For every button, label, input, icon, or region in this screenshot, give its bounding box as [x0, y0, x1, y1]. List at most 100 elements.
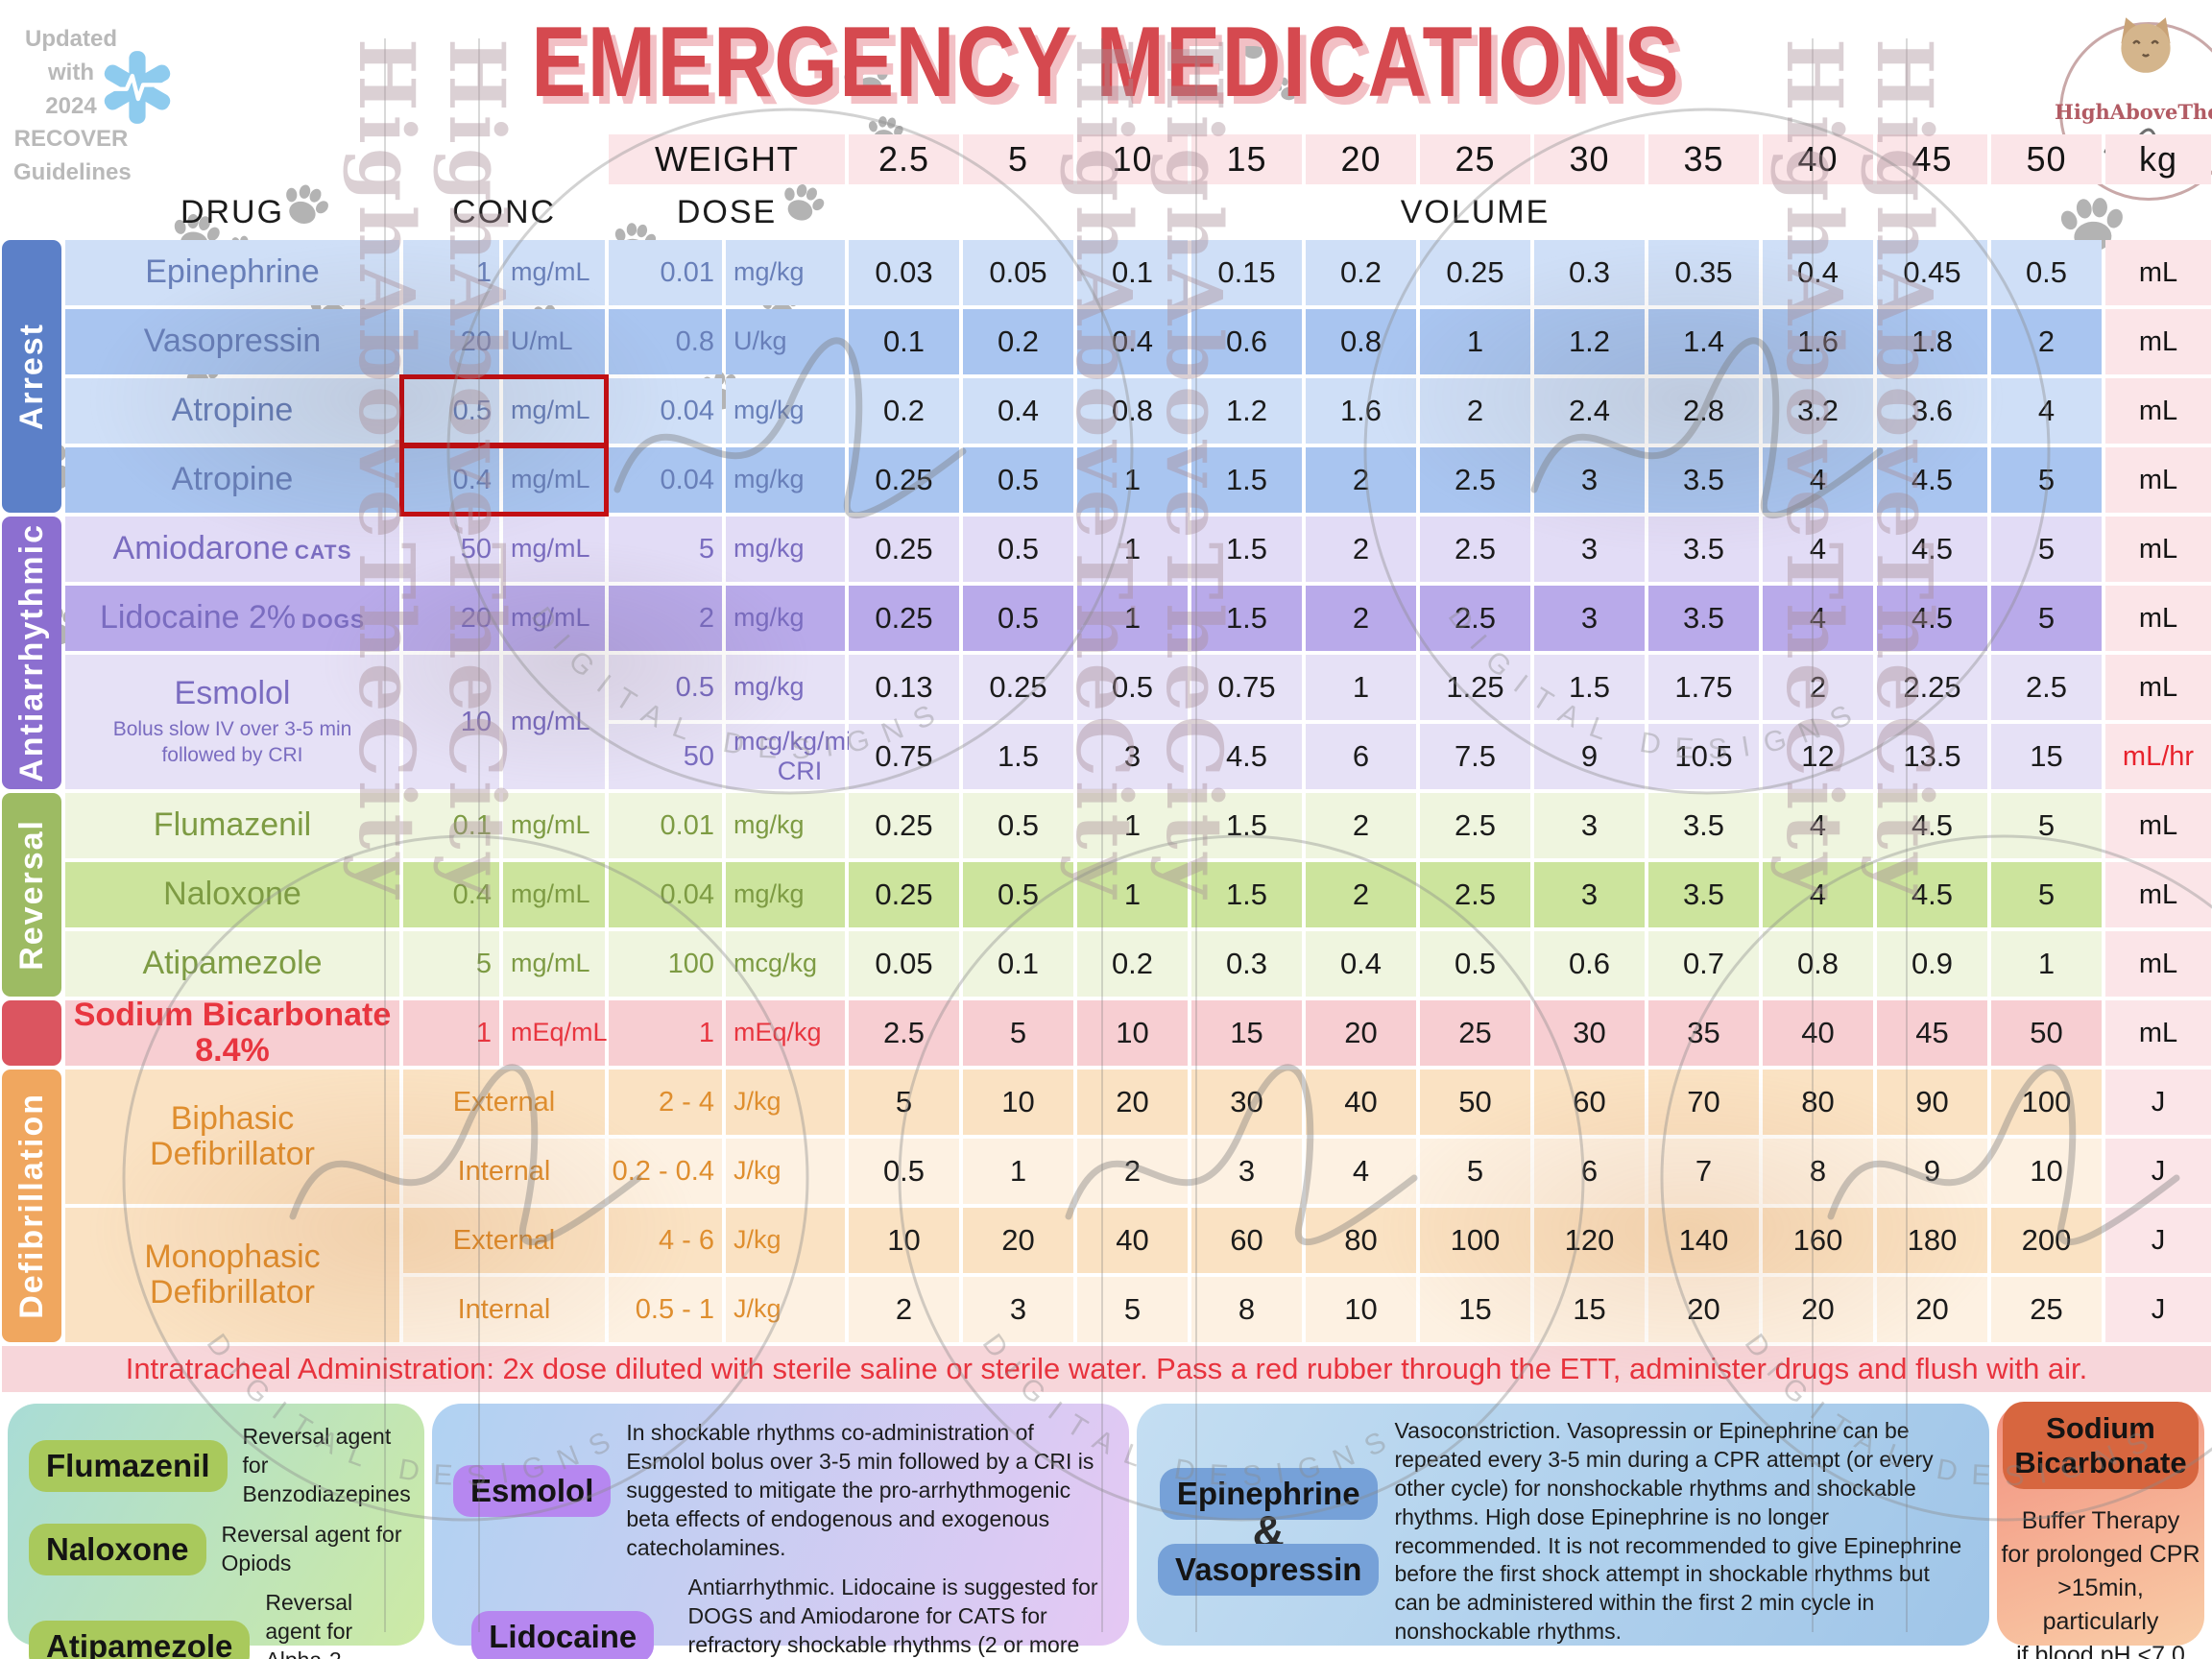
- volume-cell: 3: [1534, 793, 1645, 858]
- dose-column-label: DOSE: [676, 193, 778, 230]
- volume-cell: 0.9: [1877, 931, 1987, 997]
- footnote-item: Lidocaine&Amiodarone Antiarrhythmic. Lido…: [438, 1568, 1123, 1659]
- volume-cell: 1.5: [1191, 862, 1302, 927]
- volume-cell: 0.1: [849, 309, 959, 374]
- medication-table: WEIGHT 2.5 5 10 15 20 25 30 35 40 45 50 kg DRUG CONC DO…: [2, 134, 2211, 1392]
- volume-cell: 60: [1534, 1070, 1645, 1135]
- volume-cell: 3.5: [1648, 517, 1759, 582]
- volume-cell: 1: [1077, 862, 1188, 927]
- section-bar: Reversal: [2, 793, 61, 997]
- volume-cell: 1.6: [1763, 309, 1873, 374]
- volume-cell: 20: [963, 1208, 1073, 1273]
- volume-cell: 4: [1763, 447, 1873, 513]
- section-label: Reversal: [12, 819, 50, 971]
- dose-value-cell: 100: [609, 931, 722, 997]
- volume-cell: 5: [1991, 447, 2102, 513]
- volume-cell: 0.1: [963, 931, 1073, 997]
- volume-cell: 1: [1077, 517, 1188, 582]
- dose-unit-cell: U/kg: [726, 309, 845, 374]
- volume-cell: 7: [1648, 1139, 1759, 1204]
- volume-cell: 2.5: [1420, 447, 1530, 513]
- conc-unit-cell: mg/mL: [503, 378, 605, 444]
- volume-cell: 40: [1306, 1070, 1416, 1135]
- footnote-text: Reversal agent for Opiods: [221, 1521, 402, 1575]
- volume-cell: 0.2: [1077, 931, 1188, 997]
- recover-guidelines-note: Updated with 2024 RECOVER Guidelines: [13, 26, 132, 186]
- volume-cell: 1.75: [1648, 655, 1759, 720]
- drug-cell: Vasopressin: [65, 309, 399, 374]
- volume-cell: 1.25: [1420, 655, 1530, 720]
- volume-cell: 1: [1077, 447, 1188, 513]
- volume-cell: 1: [1077, 586, 1188, 651]
- volume-cell: 2: [849, 1277, 959, 1342]
- volume-cell: 35: [1648, 1000, 1759, 1066]
- volume-cell: 40: [1077, 1208, 1188, 1273]
- volume-cell: 0.75: [1191, 655, 1302, 720]
- volume-cell: 2.5: [1420, 586, 1530, 651]
- row-unit-cell: mL: [2105, 378, 2211, 444]
- volume-cell: 0.2: [849, 378, 959, 444]
- drug-cell: Flumazenil: [65, 793, 399, 858]
- section-bar: Defibrillation: [2, 1070, 61, 1342]
- volume-cell: 2: [1991, 309, 2102, 374]
- volume-cell: 2: [1763, 655, 1873, 720]
- drug-cell: Naloxone: [65, 862, 399, 927]
- weight-header-cell: 10: [1077, 134, 1188, 184]
- weight-header-cell: 5: [963, 134, 1073, 184]
- volume-cell: 3.6: [1877, 378, 1987, 444]
- footnote-vasopressors: Epinephrine & Vasopressin Vasoconstriction.…: [1137, 1404, 1989, 1646]
- row-unit-cell: mL: [2105, 517, 2211, 582]
- conc-value-cell: 50: [403, 517, 499, 582]
- conc-unit-cell: mEq/mL: [503, 1000, 608, 1066]
- volume-cell: 0.5: [963, 586, 1073, 651]
- volume-cell: 12: [1763, 724, 1873, 789]
- volume-cell: 70: [1648, 1070, 1759, 1135]
- volume-cell: 0.5: [963, 862, 1073, 927]
- volume-cell: 9: [1534, 724, 1645, 789]
- conc-route-cell: External: [403, 1070, 605, 1135]
- volume-cell: 1: [963, 1139, 1073, 1204]
- volume-cell: 3: [1534, 517, 1645, 582]
- volume-cell: 2: [1306, 862, 1416, 927]
- volume-cell: 120: [1534, 1208, 1645, 1273]
- row-unit-cell: mL: [2105, 931, 2211, 997]
- volume-cell: 4.5: [1877, 793, 1987, 858]
- weight-unit-label: kg: [2105, 134, 2211, 184]
- volume-cell: 8: [1763, 1139, 1873, 1204]
- conc-unit-cell: mg/mL: [503, 655, 605, 789]
- volume-cell: 2.5: [1420, 517, 1530, 582]
- volume-cell: 2: [1077, 1139, 1188, 1204]
- volume-cell: 2: [1306, 586, 1416, 651]
- footnote-text: In shockable rhythms co-administration o…: [626, 1420, 1094, 1560]
- volume-cell: 3: [1534, 586, 1645, 651]
- volume-cell: 20: [1306, 1000, 1416, 1066]
- conc-unit-cell: mg/mL: [503, 931, 605, 997]
- drug-pill: Esmolol: [453, 1464, 612, 1517]
- conc-value-cell: 0.5: [403, 378, 499, 444]
- volume-cell: 4.5: [1877, 447, 1987, 513]
- volume-cell: 3.2: [1763, 378, 1873, 444]
- page-title: EMERGENCY MEDICATIONS: [531, 7, 1681, 118]
- volume-cell: 6: [1534, 1139, 1645, 1204]
- volume-cell: 0.4: [1763, 240, 1873, 305]
- conc-route-cell: External: [403, 1208, 605, 1273]
- weight-header-cell: 35: [1648, 134, 1759, 184]
- volume-cell: 4.5: [1877, 586, 1987, 651]
- dose-unit-cell: mcg/kg: [726, 931, 845, 997]
- row-unit-cell: mL: [2105, 793, 2211, 858]
- volume-cell: 0.5: [1991, 240, 2102, 305]
- footnote-text: Reversal agent for Alpha-2 agonists: [265, 1590, 353, 1659]
- volume-cell: 3: [1534, 862, 1645, 927]
- volume-cell: 0.4: [1077, 309, 1188, 374]
- volume-cell: 30: [1534, 1000, 1645, 1066]
- volume-cell: 15: [1534, 1277, 1645, 1342]
- volume-cell: 25: [1991, 1277, 2102, 1342]
- section-bar: Antiarrhythmic: [2, 517, 61, 789]
- volume-cell: 15: [1420, 1277, 1530, 1342]
- row-unit-cell: mL: [2105, 447, 2211, 513]
- volume-cell: 3.5: [1648, 862, 1759, 927]
- volume-cell: 30: [1191, 1070, 1302, 1135]
- row-unit-cell: J: [2105, 1208, 2211, 1273]
- conc-unit-cell: mg/mL: [503, 447, 605, 513]
- dose-value-cell: 0.01: [609, 793, 722, 858]
